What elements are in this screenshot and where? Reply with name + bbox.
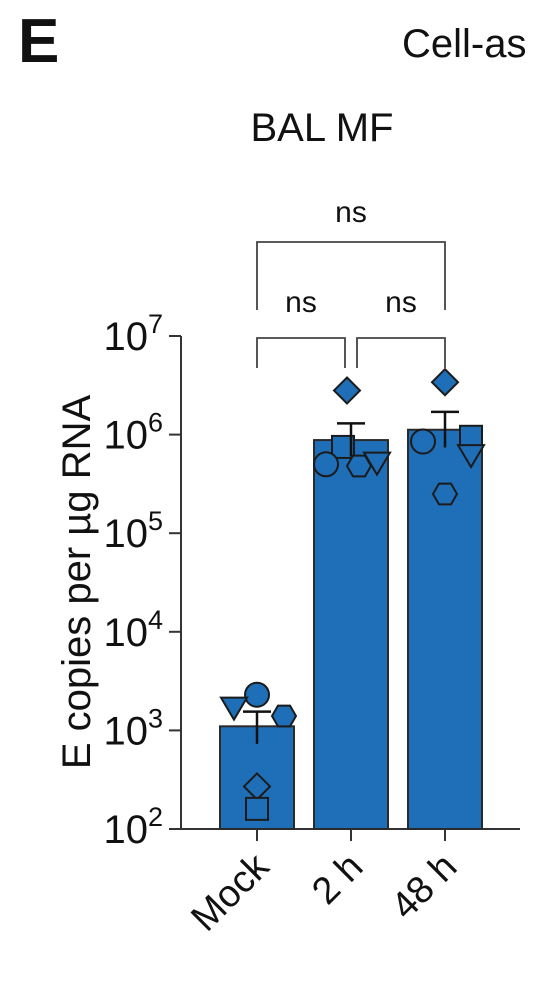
y-tick-label-base: 10: [103, 414, 148, 458]
y-tick-label-exponent: 6: [148, 408, 163, 438]
x-tick-label: 2 h: [304, 846, 371, 913]
y-tick-label-base: 10: [103, 709, 148, 753]
y-tick-label-exponent: 7: [148, 309, 163, 339]
y-tick-label-base: 10: [103, 808, 148, 852]
data-point-diamond: [332, 376, 362, 405]
data-point-circle: [410, 428, 436, 455]
significance-bracket: [356, 337, 446, 368]
y-tick-label-exponent: 4: [148, 605, 163, 635]
data-point-hexagon: [270, 704, 298, 728]
y-tick-label: 104: [103, 605, 163, 655]
y-tick-label-base: 10: [103, 512, 148, 556]
data-point-diamond: [430, 367, 460, 397]
y-tick-label-exponent: 3: [148, 703, 163, 733]
significance-label: ns: [285, 286, 317, 319]
data-point-triangle: [362, 451, 392, 477]
y-axis-label: E copies per µg RNA: [55, 395, 99, 770]
significance-label: ns: [385, 286, 417, 319]
y-tick-label: 106: [103, 408, 163, 458]
y-tick-label: 105: [103, 506, 163, 556]
y-tick-label: 102: [103, 802, 163, 852]
data-point-circle: [313, 451, 339, 478]
panel-letter: E: [18, 7, 59, 76]
chart-title: BAL MF: [251, 106, 394, 150]
bar: [313, 439, 389, 830]
x-tick-label: 48 h: [383, 846, 465, 928]
data-point-triangle: [219, 696, 249, 722]
significance-label: ns: [335, 196, 367, 229]
significance-bracket: [256, 241, 446, 310]
data-point-triangle: [456, 444, 486, 470]
data-point-hexagon: [431, 482, 459, 506]
y-tick-label-base: 10: [103, 315, 148, 359]
y-tick-label: 107: [103, 309, 163, 359]
y-tick-label-base: 10: [103, 611, 148, 655]
figure-header-fragment: Cell-as: [402, 22, 526, 66]
data-point-square: [245, 796, 269, 821]
significance-bracket: [256, 337, 346, 368]
x-tick-label: Mock: [183, 845, 278, 940]
y-tick-label-exponent: 5: [148, 506, 163, 536]
y-tick-label: 103: [103, 703, 163, 753]
data-point-circle: [244, 681, 270, 708]
y-tick-label-exponent: 2: [148, 802, 163, 832]
data-point-square: [331, 434, 355, 459]
